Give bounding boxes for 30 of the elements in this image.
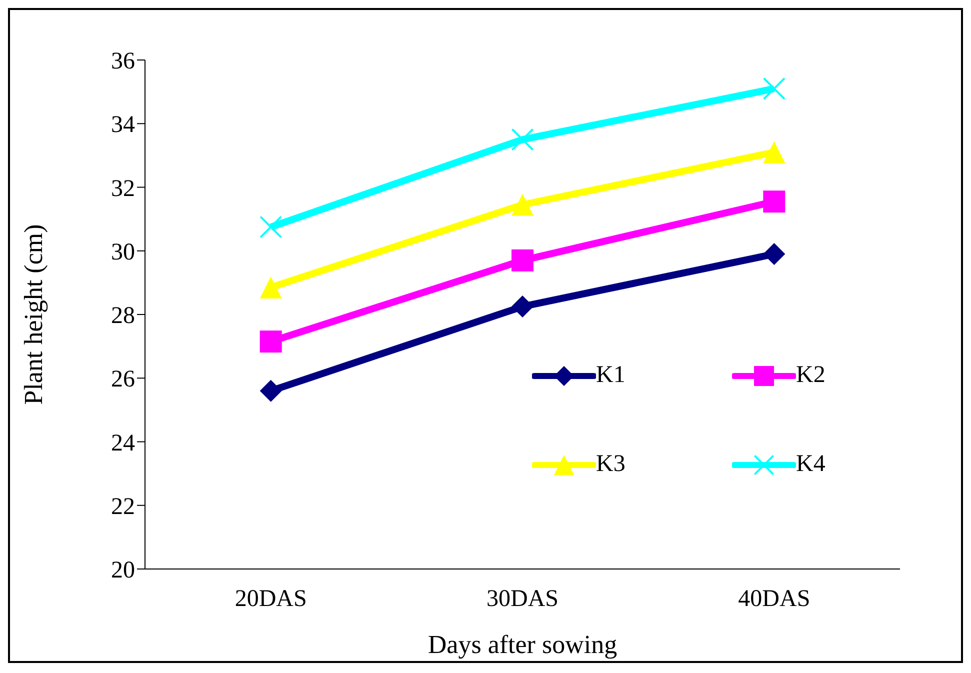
y-tick-label: 28	[111, 303, 135, 330]
y-axis-title: Plant height (cm)	[19, 224, 48, 405]
point	[260, 216, 282, 238]
y-tick-label: 32	[111, 176, 135, 202]
legend-label: K2	[796, 362, 826, 389]
point	[763, 243, 786, 266]
y-tick-label: 26	[111, 366, 135, 393]
legend-label: K1	[596, 362, 626, 389]
legend-label: K4	[796, 451, 826, 478]
legend-label: K3	[596, 451, 626, 478]
y-tick-label: 22	[111, 494, 135, 520]
point	[260, 276, 282, 298]
point	[260, 330, 282, 353]
x-tick-label: 30DAS	[486, 586, 559, 612]
point	[763, 78, 786, 100]
y-tick-label: 20	[111, 558, 135, 584]
y-tick-label: 24	[111, 430, 135, 456]
point	[763, 190, 786, 213]
x-axis-title: Days after sowing	[428, 630, 618, 659]
x-tick-label: 20DAS	[234, 586, 307, 612]
point	[512, 128, 534, 151]
point	[260, 380, 282, 402]
x-tick-label: 40DAS	[738, 586, 810, 612]
point	[512, 194, 534, 216]
y-tick-label: 30	[111, 239, 135, 266]
y-tick-label: 34	[111, 112, 135, 138]
point	[512, 296, 534, 318]
y-tick-label: 36	[111, 48, 135, 75]
point	[512, 249, 534, 272]
point	[763, 141, 786, 164]
